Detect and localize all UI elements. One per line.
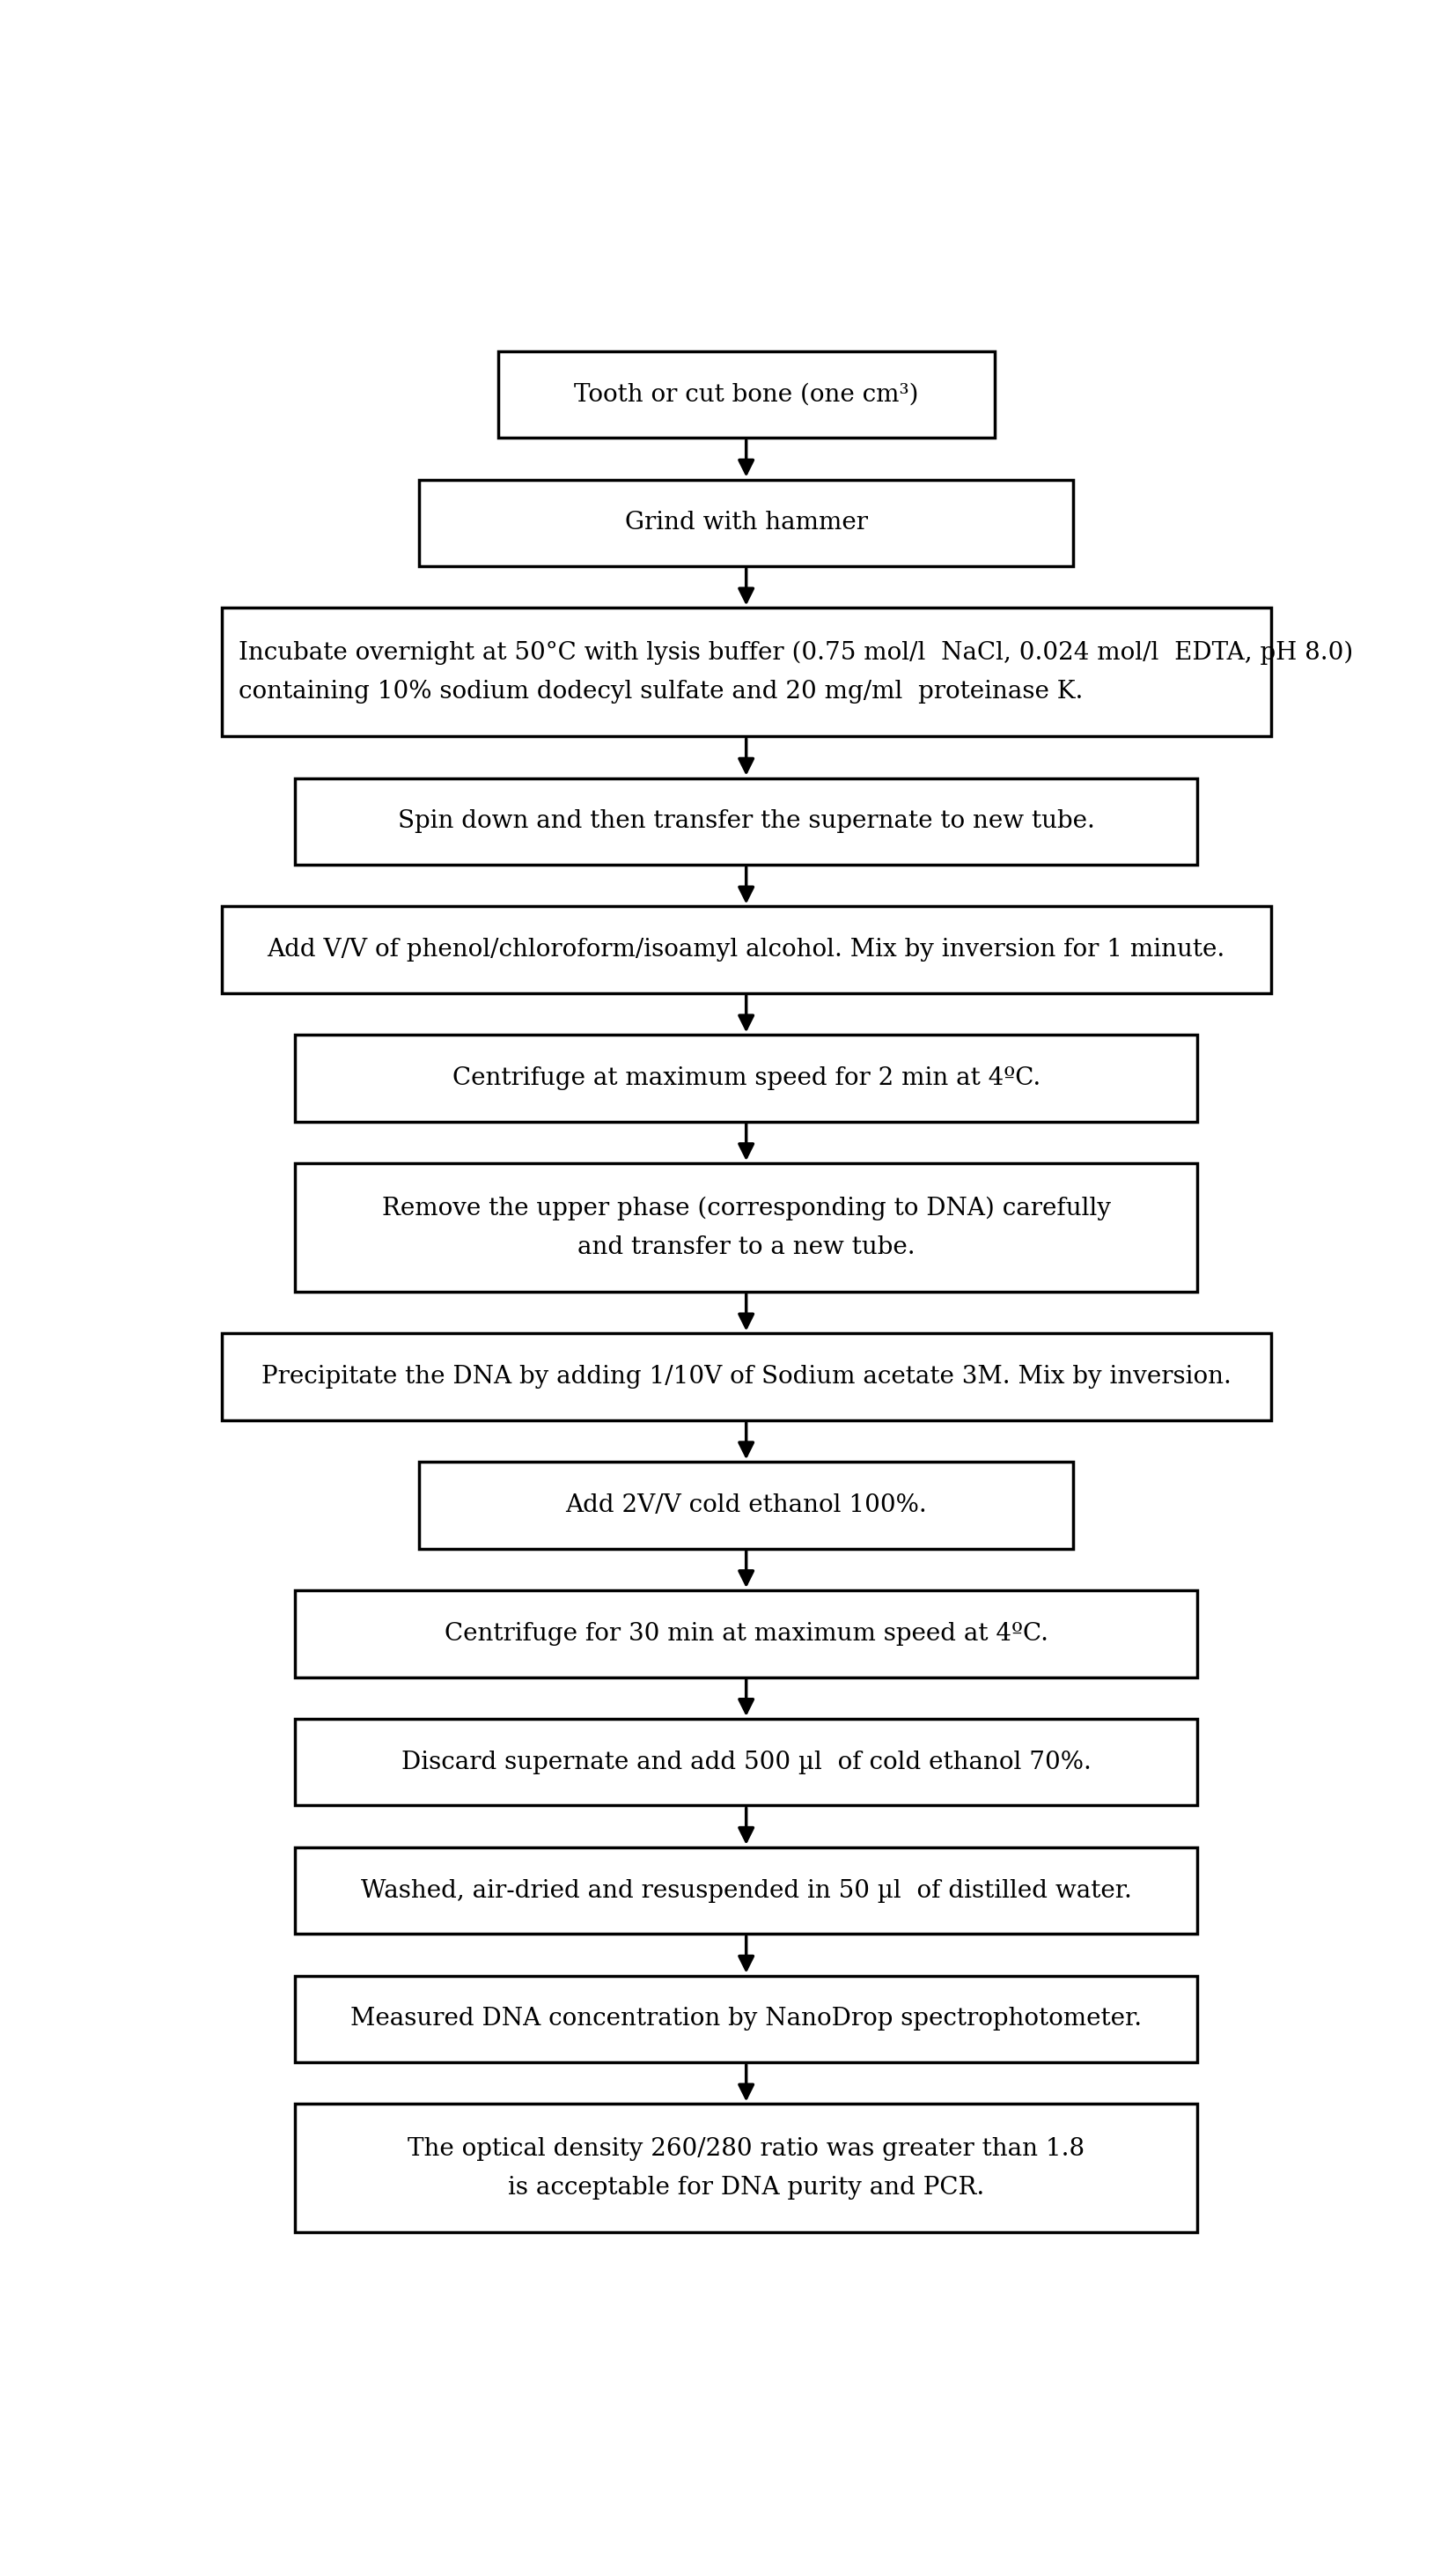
- Text: The optical density 260/280 ratio was greater than 1.8
is acceptable for DNA pur: The optical density 260/280 ratio was gr…: [408, 2136, 1085, 2200]
- Text: Remove the upper phase (corresponding to DNA) carefully
and transfer to a new tu: Remove the upper phase (corresponding to…: [381, 1197, 1111, 1259]
- Text: Measured DNA concentration by NanoDrop spectrophotometer.: Measured DNA concentration by NanoDrop s…: [351, 2008, 1142, 2031]
- Text: Add V/V of phenol/chloroform/isoamyl alcohol. Mix by inversion for 1 minute.: Add V/V of phenol/chloroform/isoamyl alc…: [268, 939, 1224, 962]
- Bar: [294, 778, 1197, 865]
- Text: Centrifuge at maximum speed for 2 min at 4ºC.: Centrifuge at maximum speed for 2 min at…: [451, 1067, 1041, 1090]
- Text: Centrifuge for 30 min at maximum speed at 4ºC.: Centrifuge for 30 min at maximum speed a…: [444, 1622, 1048, 1645]
- Bar: [294, 1975, 1197, 2062]
- Bar: [221, 609, 1271, 737]
- Text: Add 2V/V cold ethanol 100%.: Add 2V/V cold ethanol 100%.: [565, 1494, 927, 1517]
- Bar: [419, 478, 1073, 565]
- Bar: [419, 1463, 1073, 1548]
- Text: Discard supernate and add 500 µl  of cold ethanol 70%.: Discard supernate and add 500 µl of cold…: [402, 1750, 1091, 1775]
- Bar: [294, 1036, 1197, 1120]
- Text: Incubate overnight at 50°C with lysis buffer (0.75 mol/l  NaCl, 0.024 mol/l  EDT: Incubate overnight at 50°C with lysis bu…: [239, 642, 1353, 703]
- Bar: [221, 1333, 1271, 1420]
- Text: Precipitate the DNA by adding 1/10V of Sodium acetate 3M. Mix by inversion.: Precipitate the DNA by adding 1/10V of S…: [261, 1366, 1232, 1389]
- Text: Spin down and then transfer the supernate to new tube.: Spin down and then transfer the supernat…: [397, 808, 1095, 834]
- Bar: [294, 1719, 1197, 1806]
- Bar: [294, 2105, 1197, 2233]
- Bar: [294, 1847, 1197, 1934]
- Text: Grind with hammer: Grind with hammer: [625, 512, 868, 535]
- Text: Washed, air-dried and resuspended in 50 µl  of distilled water.: Washed, air-dried and resuspended in 50 …: [361, 1878, 1131, 1903]
- Bar: [294, 1164, 1197, 1292]
- Text: Tooth or cut bone (one cm³): Tooth or cut bone (one cm³): [574, 384, 919, 407]
- Bar: [498, 350, 994, 437]
- Bar: [294, 1591, 1197, 1678]
- Bar: [221, 906, 1271, 993]
